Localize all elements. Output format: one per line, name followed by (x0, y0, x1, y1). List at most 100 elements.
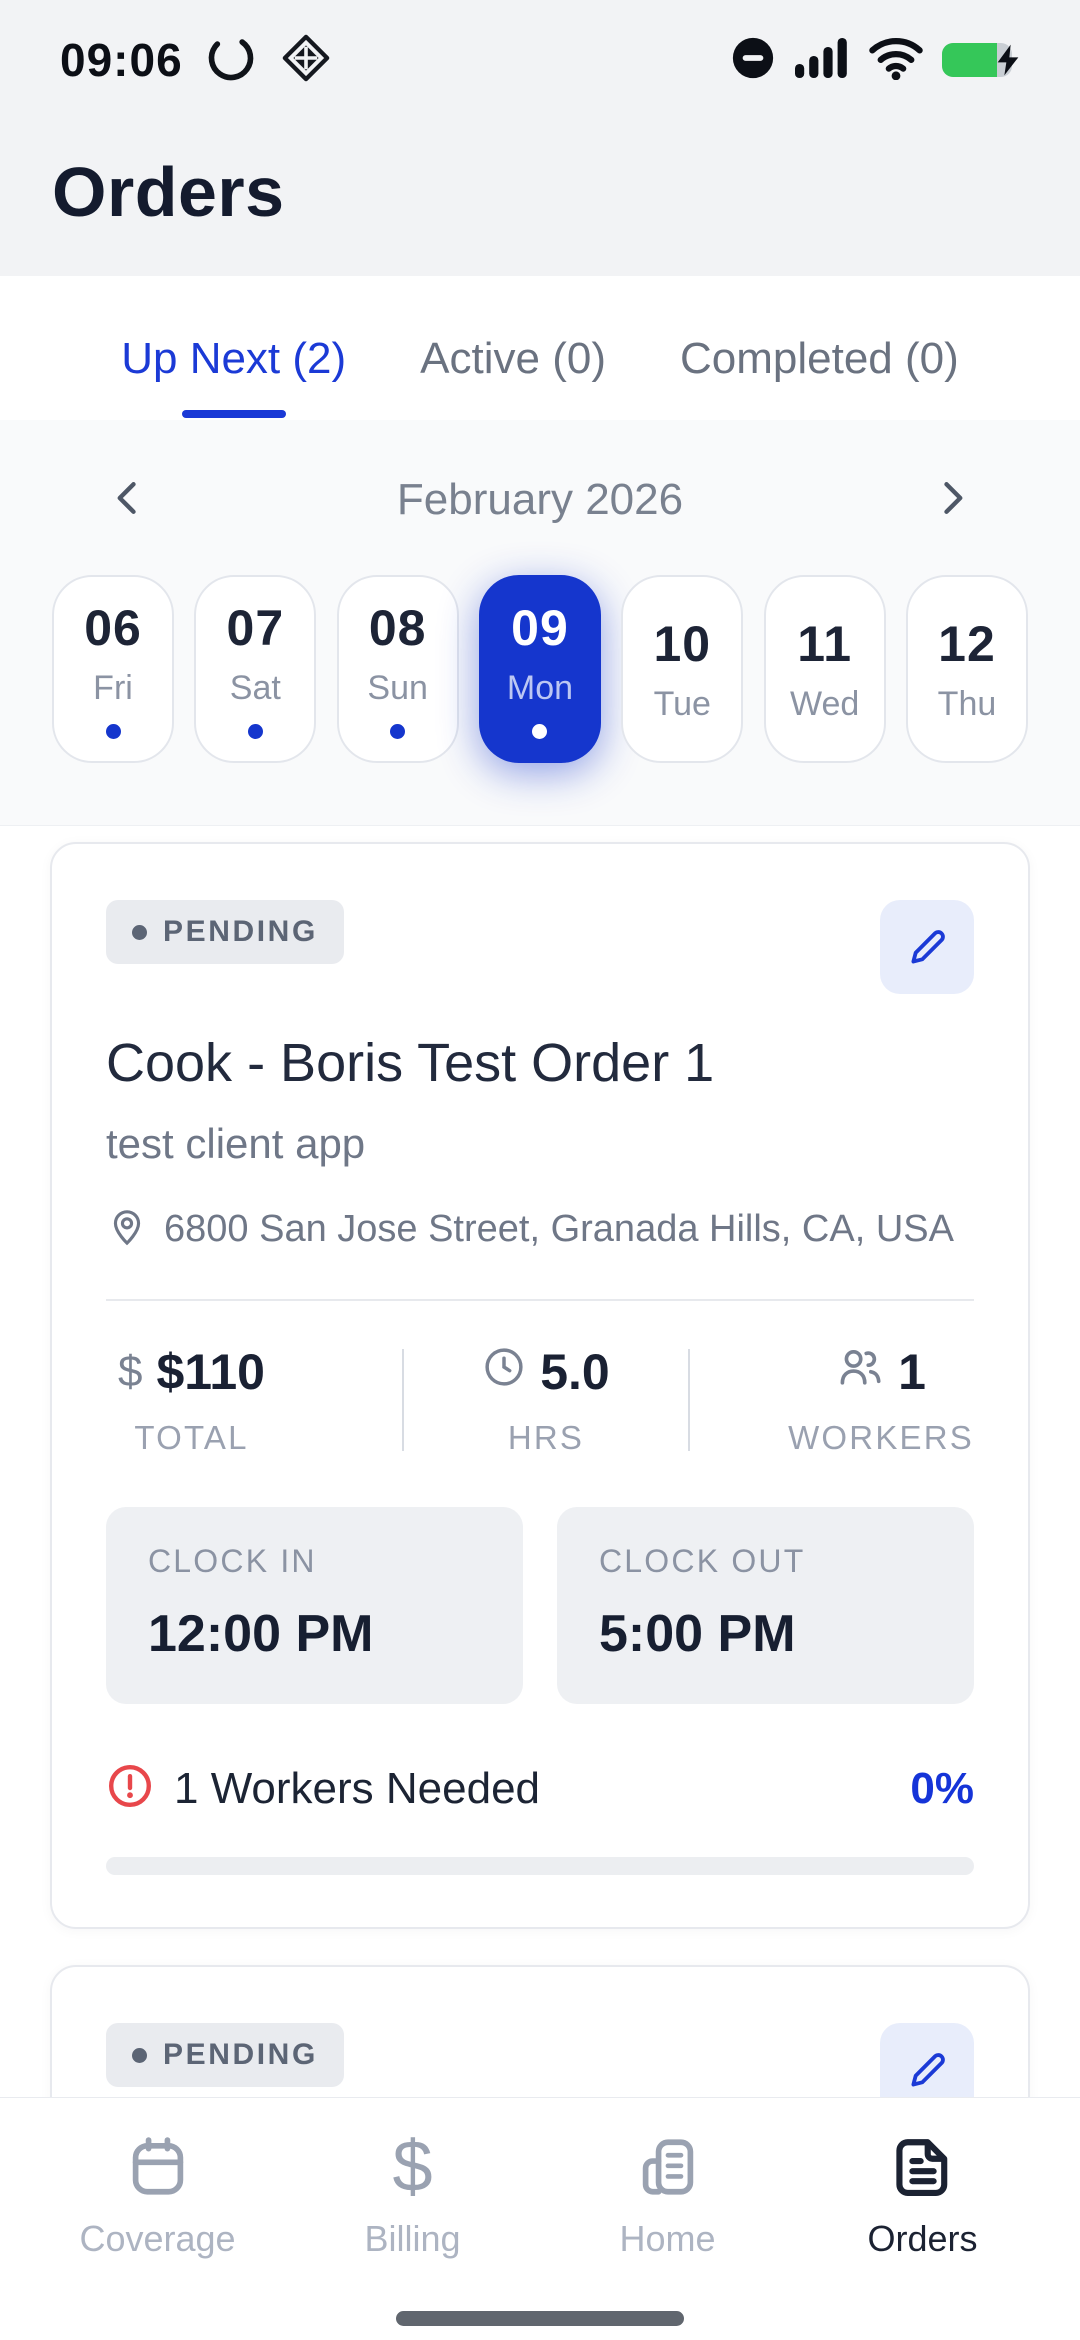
dollar-icon: $ (118, 1347, 143, 1396)
dollar-icon: $ (392, 2127, 433, 2207)
month-label: February 2026 (396, 474, 684, 524)
nav-item-orders[interactable]: Orders (795, 2132, 1050, 2260)
clock-out-box: CLOCK OUT 5:00 PM (557, 1507, 974, 1704)
nav-label-orders: Orders (867, 2218, 978, 2259)
page-title: Orders (52, 153, 285, 231)
order-client: test client app (106, 1120, 366, 1167)
day-weekday: Thu (937, 684, 997, 723)
day-pill-11[interactable]: 11 Wed (763, 575, 886, 763)
tab-up-next[interactable]: Up Next (2) (121, 334, 346, 420)
pencil-icon (904, 923, 950, 972)
stat-total-label: TOTAL (134, 1419, 249, 1456)
tab-completed-label: Completed (0) (680, 334, 959, 383)
stat-hours-label: HRS (507, 1419, 585, 1456)
event-dot (247, 724, 263, 739)
workers-needed-row: 1 Workers Needed 0% (106, 1762, 974, 1815)
order-address-row: 6800 San Jose Street, Granada Hills, CA,… (106, 1206, 974, 1253)
status-badge: PENDING (106, 900, 344, 964)
tab-active-label: Active (0) (420, 334, 606, 383)
clock-times-row: CLOCK IN 12:00 PM CLOCK OUT 5:00 PM (106, 1507, 974, 1704)
event-dot (532, 724, 548, 739)
day-weekday: Sat (229, 669, 281, 707)
nav-item-home[interactable]: Home (540, 2132, 795, 2260)
clock-time: 09:06 (60, 34, 183, 86)
clock-in-label: CLOCK IN (148, 1543, 317, 1579)
order-address: 6800 San Jose Street, Granada Hills, CA,… (164, 1208, 954, 1250)
people-icon (836, 1343, 884, 1401)
home-indicator[interactable] (396, 2311, 684, 2326)
tab-active[interactable]: Active (0) (420, 334, 606, 420)
fill-progress-bar (106, 1857, 974, 1875)
location-pin-icon (106, 1206, 148, 1253)
clock-in-box: CLOCK IN 12:00 PM (106, 1507, 523, 1704)
nav-item-billing[interactable]: $ Billing (285, 2127, 540, 2260)
date-picker: February 2026 06 Fri 07 Sat 08 Sun (0, 420, 1080, 826)
tab-completed[interactable]: Completed (0) (680, 334, 959, 420)
stat-total: $ $110 TOTAL (106, 1343, 402, 1457)
battery-charging-icon (942, 42, 1028, 78)
tab-bar: Up Next (2) Active (0) Completed (0) (0, 276, 1080, 420)
day-weekday: Wed (789, 684, 860, 723)
diamond-icon (279, 31, 333, 90)
nav-label-billing: Billing (364, 2218, 461, 2259)
header-area: 09:06 (0, 0, 1080, 276)
nav-label-coverage: Coverage (79, 2218, 236, 2259)
edit-order-button[interactable] (880, 900, 974, 994)
mute-icon (730, 35, 776, 86)
chevron-right-icon (930, 476, 974, 523)
stat-workers-label: WORKERS (788, 1419, 974, 1456)
day-pill-10[interactable]: 10 Tue (621, 575, 744, 763)
event-dot (390, 724, 406, 739)
stat-workers-value: 1 (898, 1344, 926, 1400)
day-weekday: Fri (93, 669, 133, 707)
wifi-icon (868, 36, 924, 85)
status-dot-icon (132, 2047, 147, 2063)
order-card-cook[interactable]: PENDING Cook - Boris Test Order 1 test c… (50, 842, 1030, 1929)
day-number: 08 (368, 600, 427, 656)
stat-hours: 5.0 HRS (404, 1343, 688, 1457)
day-pill-08[interactable]: 08 Sun (336, 575, 459, 763)
clock-out-label: CLOCK OUT (599, 1543, 806, 1579)
next-month-button[interactable] (924, 470, 980, 529)
event-dot (105, 724, 121, 739)
divider (688, 1349, 690, 1451)
day-number: 06 (84, 600, 142, 656)
chevron-left-icon (106, 476, 150, 523)
status-dot-icon (132, 924, 147, 940)
clock-in-value: 12:00 PM (148, 1605, 374, 1663)
day-number: 07 (226, 600, 285, 656)
day-weekday: Tue (653, 684, 711, 723)
status-label: PENDING (163, 2038, 318, 2071)
day-pill-06[interactable]: 06 Fri (52, 575, 174, 763)
stat-workers: 1 WORKERS (690, 1343, 974, 1457)
day-number: 12 (938, 615, 996, 672)
nav-item-coverage[interactable]: Coverage (30, 2132, 285, 2260)
day-weekday: Sun (367, 669, 428, 707)
building-icon (635, 2132, 701, 2202)
day-pill-07[interactable]: 07 Sat (194, 575, 317, 763)
status-bar: 09:06 (0, 0, 1080, 104)
pencil-icon (904, 2046, 950, 2095)
workers-needed-label: 1 Workers Needed (174, 1763, 541, 1813)
divider (402, 1349, 404, 1451)
fill-percent: 0% (910, 1763, 974, 1813)
document-icon (890, 2132, 956, 2202)
calendar-icon (125, 2132, 191, 2202)
alert-icon (106, 1762, 154, 1815)
day-number: 11 (797, 615, 853, 672)
tab-up-next-label: Up Next (2) (121, 334, 347, 383)
bottom-nav: Coverage $ Billing Home Orders (0, 2097, 1080, 2340)
day-pill-12[interactable]: 12 Thu (905, 575, 1028, 763)
date-strip: 06 Fri 07 Sat 08 Sun 09 Mon 10 Tue (0, 575, 1080, 763)
sync-spinner-icon (205, 32, 257, 89)
order-title: Cook - Boris Test Order 1 (106, 1033, 715, 1093)
day-number: 09 (511, 600, 569, 656)
divider (106, 1299, 974, 1301)
status-label: PENDING (163, 915, 318, 948)
day-pill-09-selected[interactable]: 09 Mon (478, 575, 601, 763)
day-number: 10 (653, 615, 712, 672)
month-nav: February 2026 (0, 470, 1080, 529)
prev-month-button[interactable] (100, 470, 156, 529)
active-tab-underline (181, 410, 286, 418)
